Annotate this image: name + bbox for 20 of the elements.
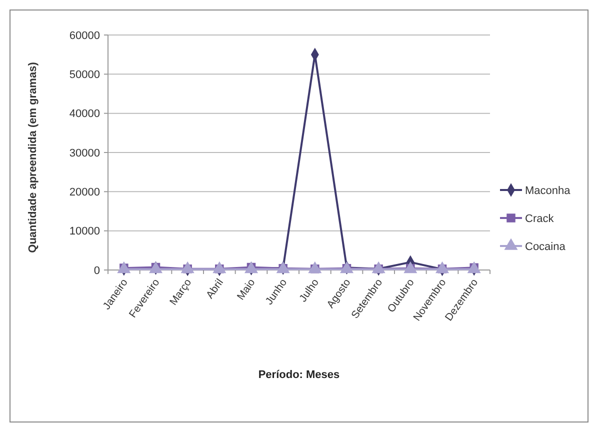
point (436, 262, 449, 274)
y-tick-label: 10000 (69, 226, 100, 238)
point (404, 262, 417, 274)
y-tick-label: 60000 (69, 30, 100, 42)
point (181, 262, 194, 274)
y-tick-label: 30000 (69, 147, 100, 160)
y-axis-title: Quantidade apreendida (em gramas) (27, 62, 39, 253)
y-tick-label: 40000 (69, 108, 100, 120)
y-tick-label: 0 (94, 264, 100, 277)
point (372, 262, 385, 274)
legend-label: Crack (525, 212, 554, 225)
legend-label: Maconha (525, 184, 572, 197)
point (213, 262, 226, 274)
y-tick-label: 20000 (69, 186, 100, 199)
point (340, 262, 354, 274)
point (308, 262, 322, 274)
y-tick-label: 50000 (69, 69, 100, 82)
legend-label: Cocaina (525, 240, 566, 253)
x-axis-title: Período: Meses (258, 369, 340, 381)
point (276, 262, 290, 274)
